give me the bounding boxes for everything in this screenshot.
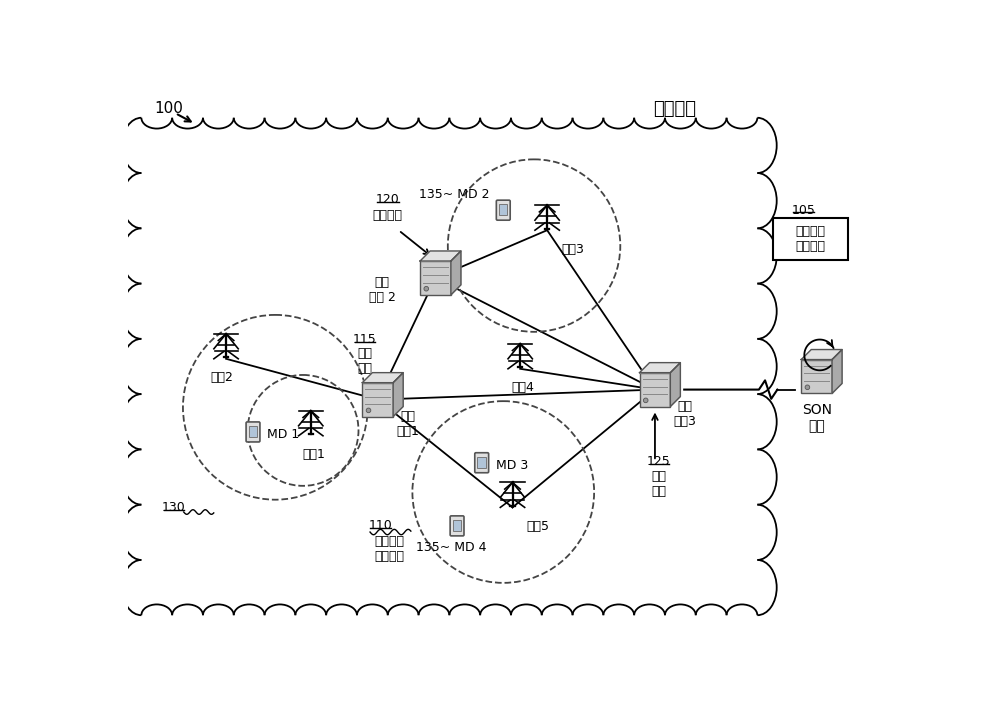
Text: MD 3: MD 3 <box>496 459 528 471</box>
Text: 基站4: 基站4 <box>512 381 535 394</box>
FancyBboxPatch shape <box>477 457 486 468</box>
Text: 110: 110 <box>368 519 392 533</box>
Text: 物理
链路: 物理 链路 <box>357 347 372 375</box>
Circle shape <box>366 408 371 413</box>
Text: 收集网络
拓扑信息: 收集网络 拓扑信息 <box>795 225 825 253</box>
FancyBboxPatch shape <box>420 261 451 295</box>
Text: 基站5: 基站5 <box>526 520 549 533</box>
Polygon shape <box>362 372 403 382</box>
Circle shape <box>805 385 810 389</box>
Text: SON
系统: SON 系统 <box>802 403 832 433</box>
Text: 120: 120 <box>376 193 400 206</box>
FancyBboxPatch shape <box>496 200 510 220</box>
Text: 基站1: 基站1 <box>302 448 325 461</box>
Polygon shape <box>670 362 680 407</box>
Circle shape <box>424 286 429 291</box>
Polygon shape <box>640 362 680 372</box>
Text: 基站3: 基站3 <box>561 243 584 256</box>
FancyBboxPatch shape <box>499 204 507 215</box>
Text: 130: 130 <box>162 501 186 514</box>
FancyBboxPatch shape <box>773 218 848 260</box>
FancyBboxPatch shape <box>246 422 260 442</box>
Text: 网络
资源3: 网络 资源3 <box>673 400 696 429</box>
Text: 移动网络: 移动网络 <box>653 100 696 117</box>
Text: 无线接入
网络覆盖: 无线接入 网络覆盖 <box>374 535 404 563</box>
Text: 135~ MD 2: 135~ MD 2 <box>419 188 489 201</box>
Polygon shape <box>420 251 461 261</box>
Text: 125: 125 <box>647 455 671 468</box>
FancyBboxPatch shape <box>450 516 464 536</box>
Polygon shape <box>393 372 403 417</box>
FancyBboxPatch shape <box>801 360 832 394</box>
FancyBboxPatch shape <box>640 372 670 407</box>
FancyBboxPatch shape <box>475 453 489 473</box>
Text: 135~ MD 4: 135~ MD 4 <box>416 541 486 554</box>
Text: 115: 115 <box>353 333 377 346</box>
Polygon shape <box>832 350 842 394</box>
FancyBboxPatch shape <box>453 520 461 531</box>
Text: 低吞
吐量: 低吞 吐量 <box>651 471 666 498</box>
Text: 高吞吐量: 高吞吐量 <box>373 209 403 221</box>
Text: 105: 105 <box>792 204 815 216</box>
FancyBboxPatch shape <box>362 382 393 417</box>
Text: MD 1: MD 1 <box>267 428 299 441</box>
Polygon shape <box>801 350 842 360</box>
Text: 网络
资源1: 网络 资源1 <box>396 410 419 439</box>
Polygon shape <box>451 251 461 295</box>
FancyBboxPatch shape <box>249 426 257 437</box>
Text: 100: 100 <box>154 101 183 116</box>
Text: 网络
资源 2: 网络 资源 2 <box>369 276 395 305</box>
Circle shape <box>643 398 648 403</box>
Text: 基站2: 基站2 <box>211 371 234 384</box>
